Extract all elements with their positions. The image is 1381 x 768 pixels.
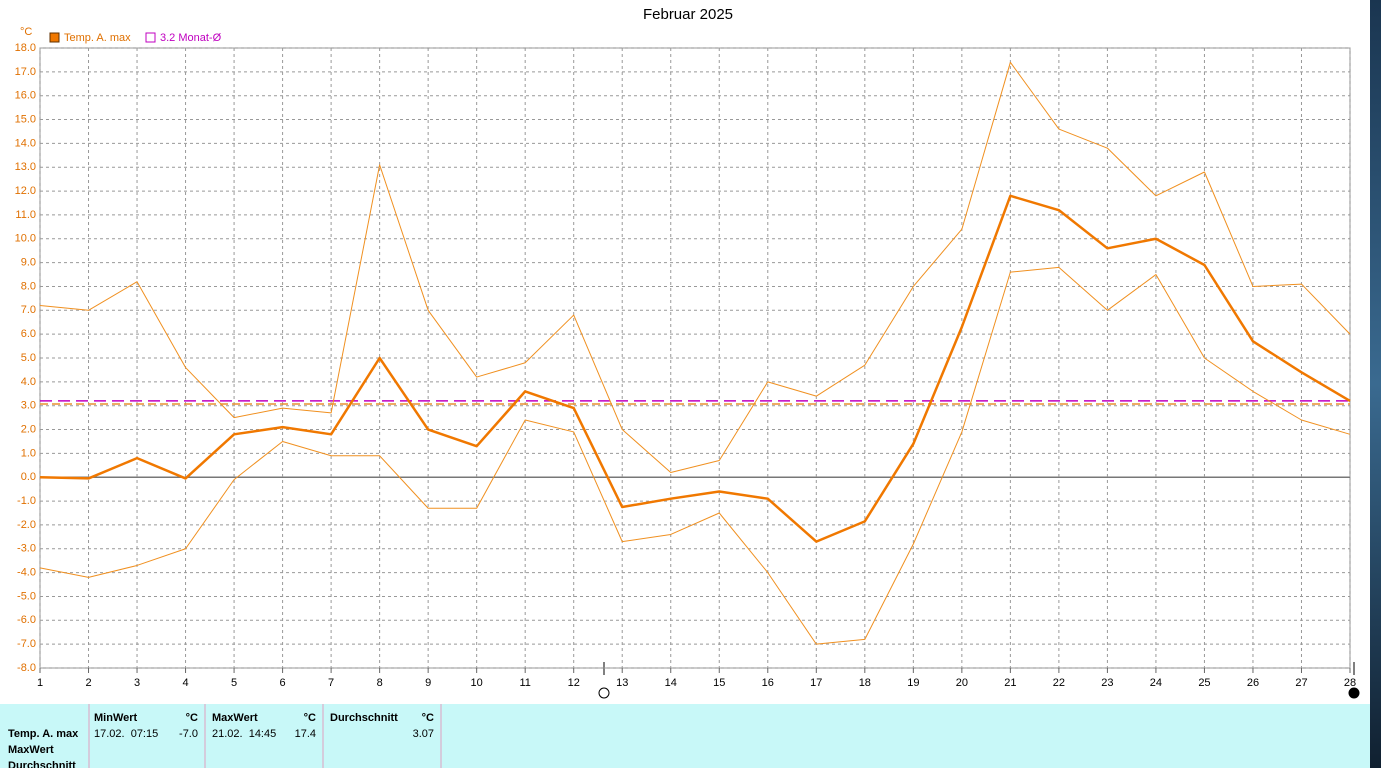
y-tick-label: 13.0 — [15, 161, 36, 173]
y-tick-label: 17.0 — [15, 66, 36, 78]
moon-icon — [598, 687, 610, 699]
x-tick-label: 28 — [1344, 677, 1356, 689]
row-label: Durchschnitt — [8, 760, 76, 768]
data-line — [39, 61, 1351, 473]
y-tick-label: 14.0 — [15, 137, 36, 149]
y-tick-label: -1.0 — [17, 495, 36, 507]
y-tick-label: -5.0 — [17, 590, 36, 602]
y-tick-label: 3.0 — [21, 400, 36, 412]
x-tick-label: 14 — [665, 677, 677, 689]
x-tick-label: 12 — [568, 677, 580, 689]
y-tick-label: 5.0 — [21, 352, 36, 364]
x-tick-label: 21 — [1004, 677, 1016, 689]
table-cell: -7.0 — [179, 728, 198, 740]
x-tick-label: 18 — [859, 677, 871, 689]
x-tick-label: 2 — [85, 677, 91, 689]
legend-label: Temp. A. max — [64, 32, 131, 44]
x-tick-label: 16 — [762, 677, 774, 689]
x-tick-label: 19 — [907, 677, 919, 689]
x-tick-label: 3 — [134, 677, 140, 689]
column-unit: °C — [422, 712, 434, 724]
x-tick-label: 24 — [1150, 677, 1162, 689]
column-header: Durchschnitt — [330, 712, 398, 724]
x-tick-label: 5 — [231, 677, 237, 689]
x-tick-label: 27 — [1295, 677, 1307, 689]
background-strip — [1370, 0, 1381, 768]
table-cell: 3.07 — [413, 728, 434, 740]
y-axis-label: °C — [20, 26, 32, 38]
column-header: MaxWert — [212, 712, 258, 724]
x-tick-label: 15 — [713, 677, 725, 689]
x-tick-label: 23 — [1101, 677, 1113, 689]
y-tick-label: -2.0 — [17, 519, 36, 531]
y-tick-label: 1.0 — [21, 447, 36, 459]
y-tick-label: -4.0 — [17, 567, 36, 579]
x-tick-label: 25 — [1198, 677, 1210, 689]
y-tick-label: 2.0 — [21, 423, 36, 435]
y-tick-label: 15.0 — [15, 113, 36, 125]
y-tick-label: 8.0 — [21, 280, 36, 292]
y-tick-label: -6.0 — [17, 614, 36, 626]
moon-icon — [1348, 687, 1360, 699]
x-tick-label: 20 — [956, 677, 968, 689]
y-tick-label: 6.0 — [21, 328, 36, 340]
column-unit: °C — [304, 712, 316, 724]
y-tick-label: 18.0 — [15, 42, 36, 54]
y-tick-label: 4.0 — [21, 376, 36, 388]
x-tick-label: 13 — [616, 677, 628, 689]
data-line — [39, 266, 1351, 645]
column-unit: °C — [186, 712, 198, 724]
x-tick-label: 17 — [810, 677, 822, 689]
data-line — [39, 194, 1351, 543]
column-header: MinWert — [94, 712, 138, 724]
x-tick-label: 1 — [37, 677, 43, 689]
y-tick-label: 10.0 — [15, 233, 36, 245]
legend-swatch — [49, 32, 60, 43]
y-tick-label: 12.0 — [15, 185, 36, 197]
x-tick-label: 6 — [280, 677, 286, 689]
y-tick-label: 9.0 — [21, 257, 36, 269]
y-tick-label: 0.0 — [21, 471, 36, 483]
y-tick-label: -3.0 — [17, 543, 36, 555]
x-tick-label: 4 — [182, 677, 188, 689]
x-tick-label: 11 — [519, 677, 530, 689]
legend-label: 3.2 Monat-Ø — [160, 32, 222, 44]
table-cell: 17.02. 07:15 — [94, 728, 158, 740]
legend-swatch — [145, 32, 156, 43]
x-tick-label: 8 — [377, 677, 383, 689]
row-label: Temp. A. max — [8, 728, 79, 740]
x-tick-label: 22 — [1053, 677, 1065, 689]
chart-title: Februar 2025 — [643, 6, 733, 23]
y-tick-label: -7.0 — [17, 638, 36, 650]
x-tick-label: 26 — [1247, 677, 1259, 689]
x-tick-label: 9 — [425, 677, 431, 689]
x-tick-label: 10 — [471, 677, 483, 689]
row-label: MaxWert — [8, 744, 54, 756]
x-tick-label: 7 — [328, 677, 334, 689]
stats-table — [0, 704, 1370, 768]
y-tick-label: 11.0 — [15, 209, 36, 221]
table-cell: 21.02. 14:45 — [212, 728, 276, 740]
y-tick-label: 16.0 — [15, 90, 36, 102]
y-tick-label: 7.0 — [21, 304, 36, 316]
y-tick-label: -8.0 — [17, 662, 36, 674]
table-cell: 17.4 — [295, 728, 316, 740]
